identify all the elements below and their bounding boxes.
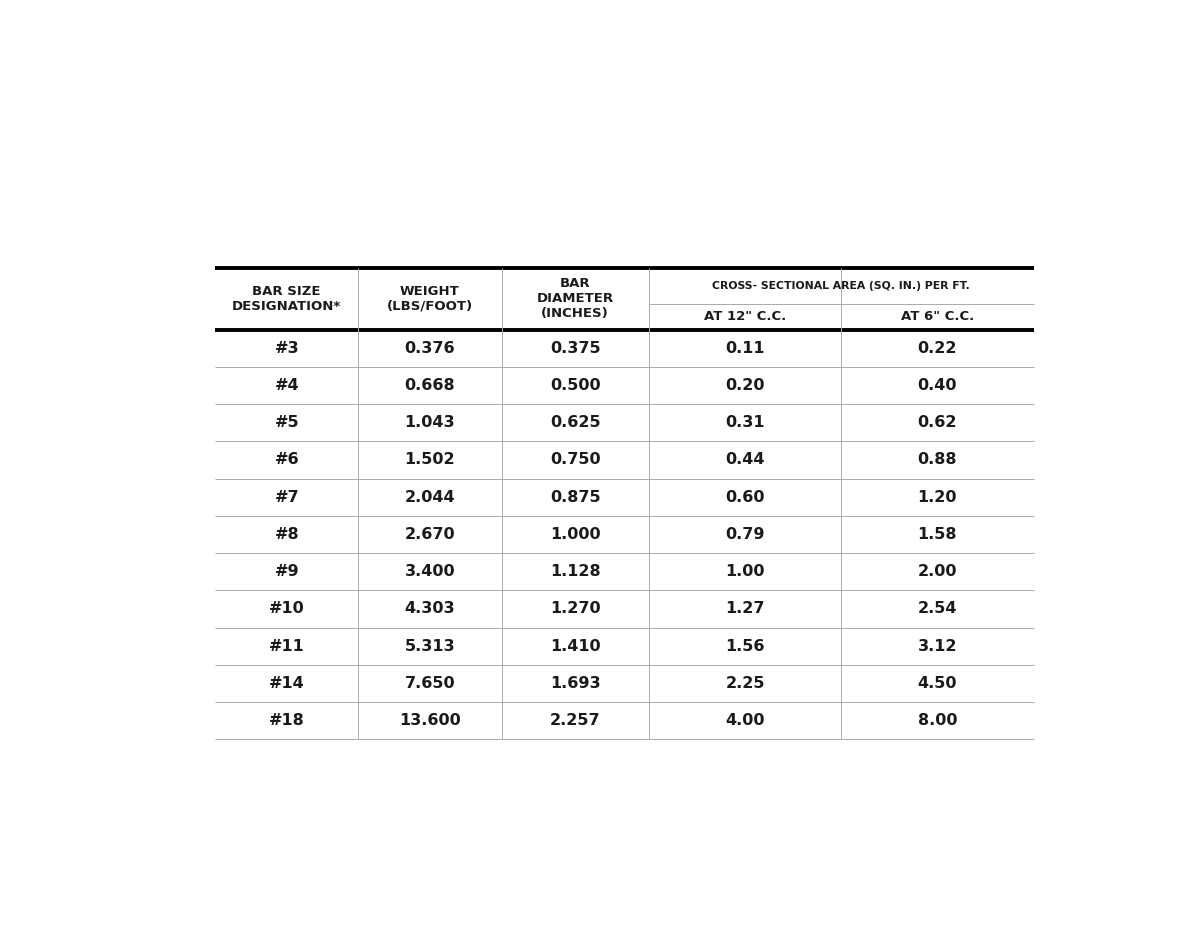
Text: 13.600: 13.600 <box>400 713 461 729</box>
Text: #10: #10 <box>269 602 305 616</box>
Text: 0.500: 0.500 <box>550 378 600 393</box>
Text: 2.044: 2.044 <box>404 489 455 504</box>
Text: 1.693: 1.693 <box>550 676 600 691</box>
Text: 1.270: 1.270 <box>550 602 600 616</box>
Text: 0.88: 0.88 <box>918 452 958 467</box>
Text: 0.62: 0.62 <box>918 415 958 430</box>
Text: #6: #6 <box>275 452 299 467</box>
Text: #9: #9 <box>275 565 299 579</box>
Text: 5.313: 5.313 <box>404 639 455 654</box>
Text: #3: #3 <box>275 340 299 356</box>
Text: 2.25: 2.25 <box>725 676 764 691</box>
Text: #8: #8 <box>275 527 299 542</box>
Text: #14: #14 <box>269 676 305 691</box>
Text: AT 12" C.C.: AT 12" C.C. <box>704 311 786 324</box>
Text: 0.40: 0.40 <box>918 378 958 393</box>
Text: 0.875: 0.875 <box>550 489 600 504</box>
Text: 1.56: 1.56 <box>725 639 764 654</box>
Text: 1.27: 1.27 <box>725 602 764 616</box>
Text: 2.54: 2.54 <box>918 602 958 616</box>
Text: #4: #4 <box>275 378 299 393</box>
Text: 7.650: 7.650 <box>404 676 455 691</box>
Text: #7: #7 <box>275 489 299 504</box>
Text: 0.11: 0.11 <box>725 340 764 356</box>
Text: 4.50: 4.50 <box>918 676 958 691</box>
Text: 1.000: 1.000 <box>550 527 600 542</box>
Text: 3.400: 3.400 <box>404 565 455 579</box>
Text: 0.22: 0.22 <box>918 340 958 356</box>
Text: 0.79: 0.79 <box>725 527 764 542</box>
Text: 1.502: 1.502 <box>404 452 455 467</box>
Text: 0.60: 0.60 <box>725 489 764 504</box>
Text: 0.750: 0.750 <box>550 452 600 467</box>
Text: 0.625: 0.625 <box>550 415 600 430</box>
Text: 2.670: 2.670 <box>404 527 455 542</box>
Text: 3.12: 3.12 <box>918 639 958 654</box>
Text: 0.20: 0.20 <box>725 378 764 393</box>
Text: #18: #18 <box>269 713 305 729</box>
Text: 1.58: 1.58 <box>918 527 958 542</box>
Text: #11: #11 <box>269 639 305 654</box>
Text: 0.44: 0.44 <box>725 452 764 467</box>
Text: 1.410: 1.410 <box>550 639 600 654</box>
Text: BAR
DIAMETER
(INCHES): BAR DIAMETER (INCHES) <box>536 277 613 321</box>
Text: 0.376: 0.376 <box>404 340 455 356</box>
Text: BAR SIZE
DESIGNATION*: BAR SIZE DESIGNATION* <box>232 285 341 313</box>
Text: 4.303: 4.303 <box>404 602 455 616</box>
Text: 1.00: 1.00 <box>725 565 764 579</box>
Text: #5: #5 <box>275 415 299 430</box>
Text: 2.257: 2.257 <box>550 713 600 729</box>
Text: 1.043: 1.043 <box>404 415 455 430</box>
Text: 0.668: 0.668 <box>404 378 455 393</box>
Text: 0.375: 0.375 <box>550 340 600 356</box>
Text: 1.20: 1.20 <box>918 489 958 504</box>
Text: 4.00: 4.00 <box>725 713 764 729</box>
Text: AT 6" C.C.: AT 6" C.C. <box>901 311 974 324</box>
Text: 1.128: 1.128 <box>550 565 600 579</box>
Text: 2.00: 2.00 <box>918 565 958 579</box>
Text: WEIGHT
(LBS/FOOT): WEIGHT (LBS/FOOT) <box>386 285 473 313</box>
Text: CROSS- SECTIONAL AREA (SQ. IN.) PER FT.: CROSS- SECTIONAL AREA (SQ. IN.) PER FT. <box>713 281 970 291</box>
Text: 8.00: 8.00 <box>918 713 958 729</box>
Text: 0.31: 0.31 <box>725 415 764 430</box>
